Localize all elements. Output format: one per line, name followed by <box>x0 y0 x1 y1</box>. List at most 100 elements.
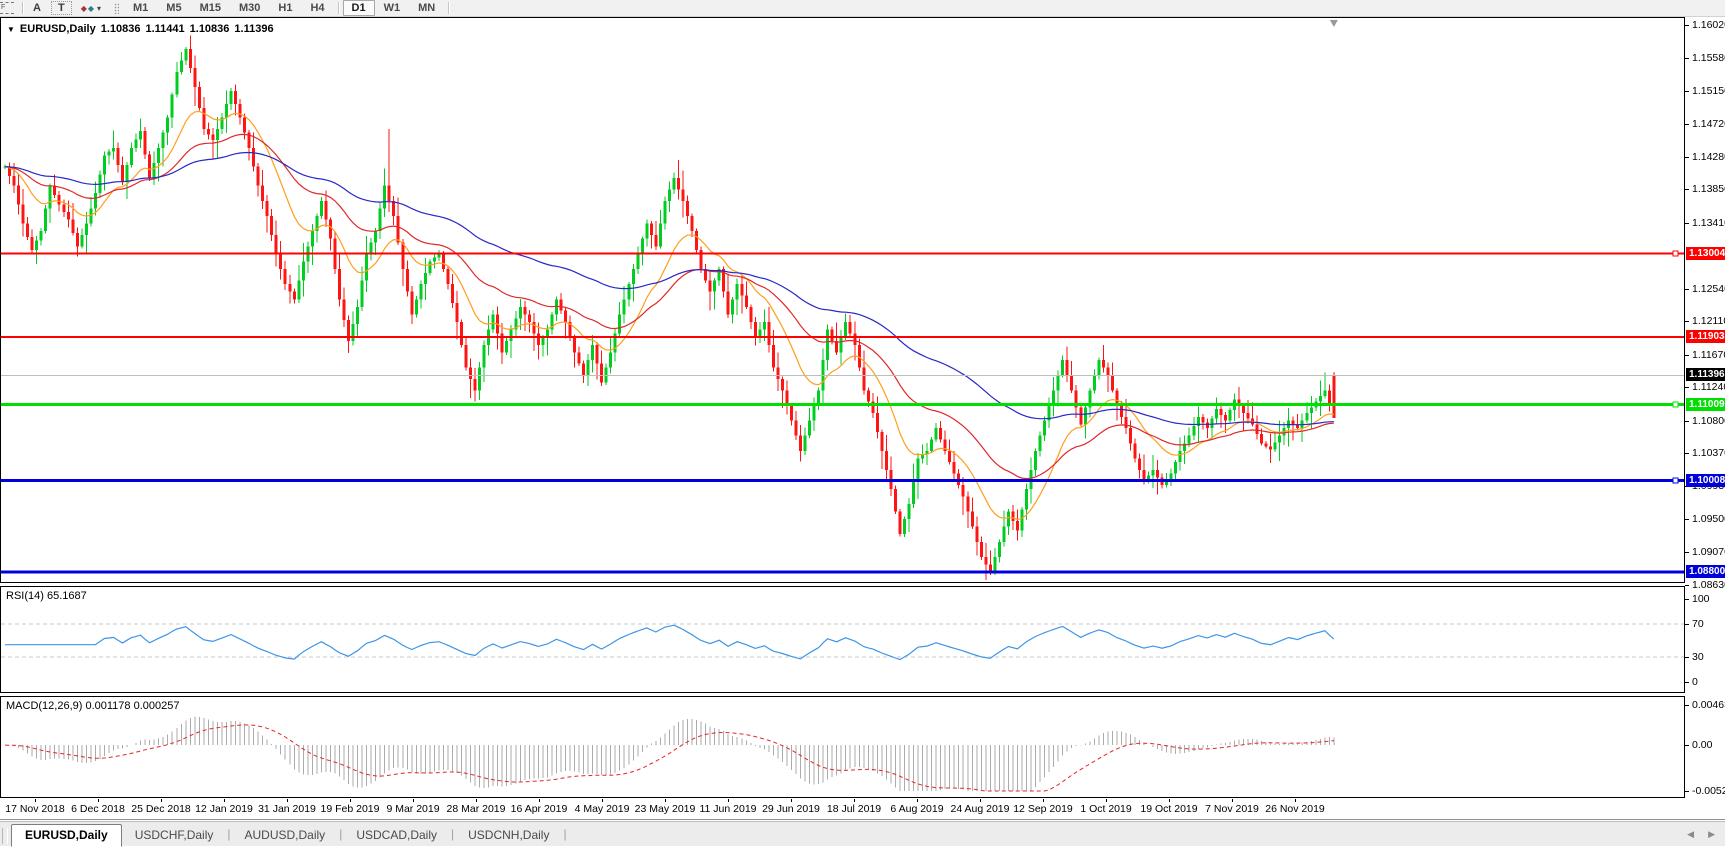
candle-body <box>1205 422 1209 429</box>
candle-body <box>1115 390 1119 406</box>
candle-body <box>283 269 287 285</box>
timeframe-button-mn[interactable]: MN <box>418 2 436 14</box>
date-tick-label: 25 Dec 2018 <box>131 803 191 815</box>
candle-body <box>423 272 427 285</box>
candle-body <box>1327 390 1331 404</box>
candle-body <box>1083 407 1087 425</box>
symbol-tab-eurusd[interactable]: EURUSD,Daily <box>11 824 122 847</box>
candle-body <box>383 185 387 209</box>
rsi-chart-svg[interactable] <box>1 587 1684 692</box>
price-tick-label: 1.13410 <box>1685 217 1725 229</box>
candle-body <box>75 233 79 247</box>
candle-body <box>1061 359 1065 376</box>
timeframe-button-h4[interactable]: H4 <box>310 2 325 14</box>
timeframe-button-w1[interactable]: W1 <box>383 2 401 14</box>
candle-body <box>667 189 671 201</box>
candle-body <box>252 147 256 167</box>
candle-body <box>1228 409 1232 421</box>
candle-body <box>1142 469 1146 482</box>
date-tick-mark <box>98 799 99 802</box>
candle-body <box>121 164 125 182</box>
candle-body <box>559 299 563 311</box>
candle-body <box>817 390 821 406</box>
timeframe-button-m1[interactable]: M1 <box>133 2 149 14</box>
candle-body <box>514 318 518 330</box>
candle-body <box>835 340 839 353</box>
main-chart-panel[interactable]: ▼ EURUSD,Daily 1.10836 1.11441 1.10836 1… <box>0 17 1685 583</box>
candle-body <box>1246 412 1250 419</box>
timeframe-button-m5[interactable]: M5 <box>166 2 182 14</box>
candle-body <box>469 367 473 379</box>
price-line-badge: 1.13004 <box>1686 246 1725 260</box>
tab-separator: | <box>227 827 231 841</box>
candle-body <box>139 131 143 140</box>
candle-body <box>704 269 708 281</box>
candle-body <box>563 310 567 323</box>
macd-panel[interactable]: MACD(12,26,9) 0.001178 0.000257 <box>0 696 1685 798</box>
candle-body <box>1192 426 1196 436</box>
timeframe-button-m30[interactable]: M30 <box>238 2 261 14</box>
candle-body <box>853 333 857 345</box>
candle-body <box>148 154 152 179</box>
rsi-panel[interactable]: RSI(14) 65.1687 <box>0 586 1685 693</box>
chevron-down-icon[interactable]: ▼ <box>7 24 15 34</box>
candle-body <box>279 253 283 270</box>
chart-title[interactable]: ▼ EURUSD,Daily 1.10836 1.11441 1.10836 1… <box>7 23 274 35</box>
tab-scroll-left-icon[interactable]: ◀ <box>1687 829 1695 839</box>
line-handle <box>1672 477 1679 484</box>
candle-body <box>152 162 156 179</box>
candle-body <box>116 147 120 165</box>
date-tick-label: 12 Jan 2019 <box>195 803 253 815</box>
candle-body <box>541 337 545 345</box>
candle-body <box>785 390 789 406</box>
toolbar-grip[interactable] <box>114 2 120 14</box>
toolbar: F A T ◆ ◆ ▾ M1 M5 M15 M30 H1 H4 D1 W1 MN <box>0 0 1725 17</box>
candle-body <box>243 117 247 133</box>
macd-chart-svg[interactable] <box>1 697 1684 797</box>
levels-layer <box>1 250 1684 574</box>
date-tick-mark <box>1106 799 1107 802</box>
candles-layer <box>3 35 1336 581</box>
text-label-tool-button[interactable]: T <box>50 1 72 15</box>
candle-body <box>880 431 884 451</box>
date-tick-mark <box>728 799 729 802</box>
price-tick-label: 1.14280 <box>1685 151 1725 163</box>
arrow-diamond-icon: ◆ <box>87 3 94 13</box>
timeframe-button-d1[interactable]: D1 <box>342 0 375 16</box>
chevron-down-icon[interactable]: ▾ <box>97 3 102 13</box>
candle-body <box>970 511 974 527</box>
candle-body <box>170 94 174 118</box>
candle-body <box>324 200 328 220</box>
candle-body <box>39 231 43 241</box>
candle-body <box>762 322 766 330</box>
symbol-tab-audusd[interactable]: AUDUSD,Daily <box>244 828 326 842</box>
date-tick-mark <box>539 799 540 802</box>
symbol-tab-usdchf[interactable]: USDCHF,Daily <box>134 828 214 842</box>
candle-body <box>360 280 364 307</box>
toolbar-separator <box>337 2 339 14</box>
date-tick-label: 16 Apr 2019 <box>510 803 568 815</box>
arrows-tool-button[interactable]: ◆ ◆ ▾ <box>76 4 106 13</box>
candle-body <box>898 511 902 535</box>
date-tick-mark <box>35 799 36 802</box>
timeframe-button-m15[interactable]: M15 <box>199 2 221 14</box>
symbol-tab-usdcad[interactable]: USDCAD,Daily <box>356 828 437 842</box>
candle-body <box>247 132 251 148</box>
timeframe-button-h1[interactable]: H1 <box>278 2 293 14</box>
candle-body <box>197 87 201 108</box>
candlestick-chart-svg[interactable] <box>1 18 1684 582</box>
text-tool-button[interactable]: A <box>33 1 41 14</box>
candle-body <box>215 128 219 141</box>
candle-body <box>270 215 274 235</box>
candle-body <box>342 299 346 321</box>
fibonacci-tool-icon[interactable]: F <box>0 2 14 14</box>
symbol-tab-usdcnh[interactable]: USDCNH,Daily <box>468 828 550 842</box>
price-line-badge: 1.10008 <box>1686 473 1725 487</box>
candle-body <box>265 200 269 216</box>
candle-body <box>875 412 879 432</box>
tab-scroll-right-icon[interactable]: ▶ <box>1708 829 1715 839</box>
candle-body <box>62 204 66 213</box>
tab-items: EURUSD,Daily USDCHF,Daily | AUDUSD,Daily | US… <box>11 824 568 847</box>
candle-body <box>708 280 712 292</box>
candle-body <box>636 253 640 270</box>
